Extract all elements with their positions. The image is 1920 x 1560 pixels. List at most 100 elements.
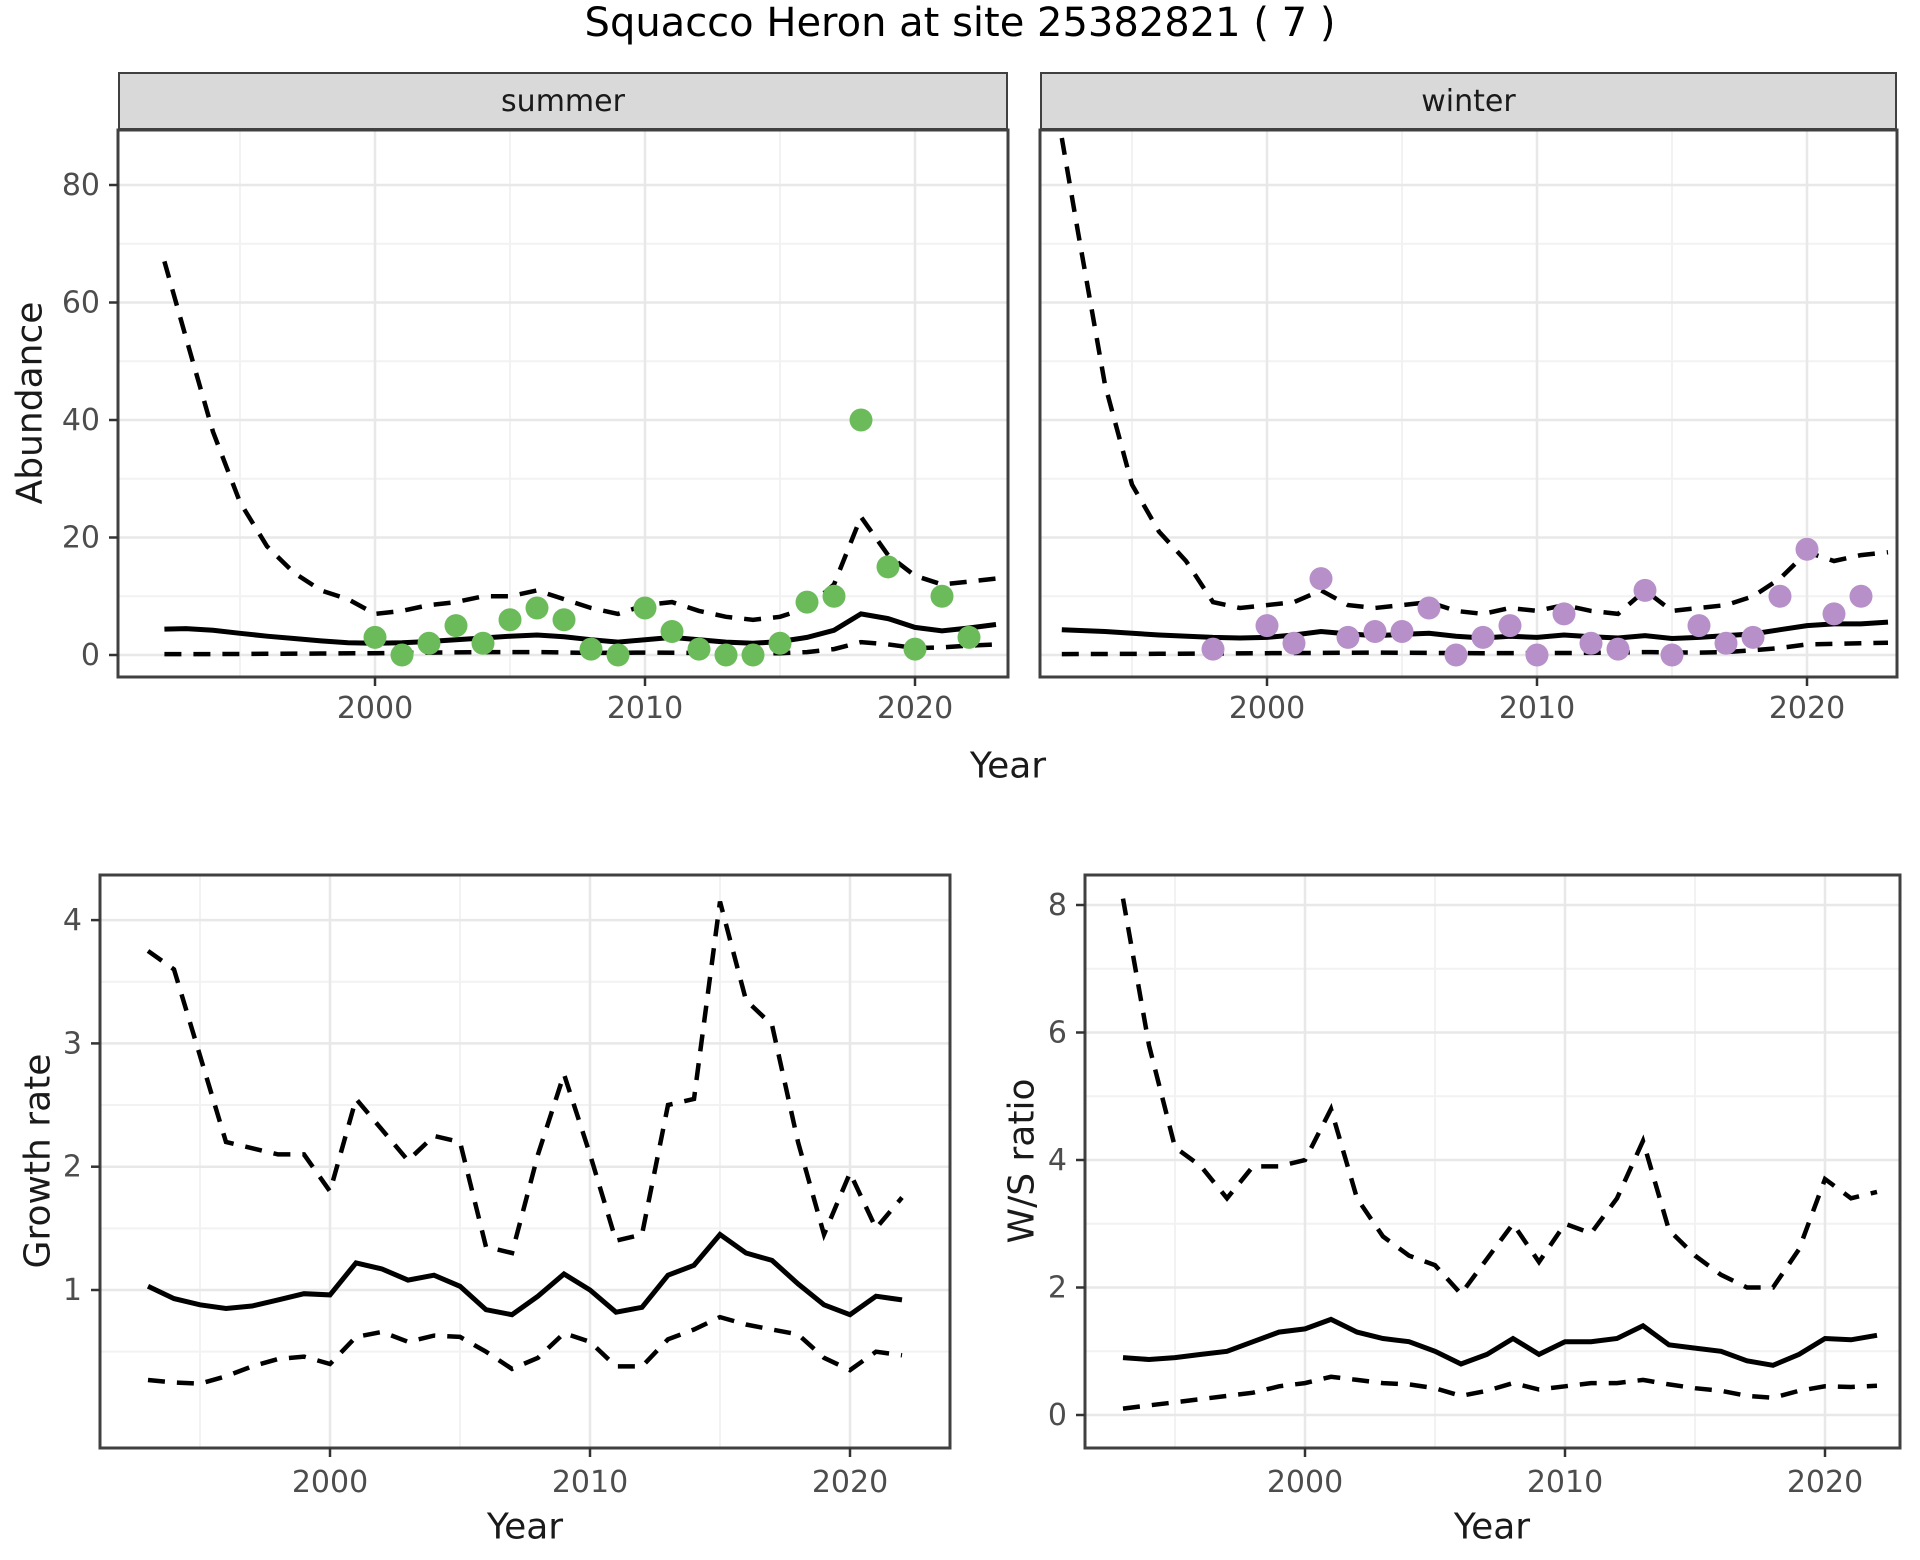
data-point (1390, 620, 1414, 643)
panel-growth-rate: 2000 2010 2020 1 2 3 4 (63, 873, 952, 1500)
y-tick-label: 3 (63, 1026, 82, 1061)
data-point (1417, 596, 1441, 620)
mean-line (1122, 1316, 1878, 1368)
y-tick-label: 0 (1048, 1398, 1067, 1433)
facet-strip-summer: summer (118, 72, 1008, 130)
data-point (1687, 614, 1711, 638)
panel-abundance-summer: 2000 2010 2020 0 20 40 60 80 (62, 128, 1010, 726)
data-point (444, 614, 468, 638)
upper-ci-line (1120, 898, 1878, 1298)
x-tick-label: 2000 (1267, 1465, 1343, 1500)
data-layer (1059, 137, 1889, 667)
panel-border (1083, 873, 1902, 1450)
page-title: Squacco Heron at site 25382821 ( 7 ) (584, 0, 1336, 46)
data-point (1498, 614, 1522, 638)
data-point (1525, 643, 1549, 667)
data-point (1849, 584, 1873, 608)
mean-line (146, 1231, 903, 1318)
y-tick-label: 4 (63, 903, 82, 938)
panel-bg (1040, 130, 1897, 677)
data-point (1822, 602, 1846, 626)
data-point (1579, 631, 1603, 655)
data-point (741, 643, 765, 667)
data-point (957, 625, 981, 649)
growth-rate-axis-title: Growth rate (17, 1053, 59, 1269)
x-tick-label: 2020 (812, 1465, 888, 1500)
data-point (1201, 637, 1225, 661)
data-point (876, 555, 900, 579)
data-point (633, 596, 657, 620)
upper-ci-line (162, 260, 997, 623)
facet-strip-winter-label: winter (1421, 83, 1516, 119)
x-tick-label: 2020 (877, 691, 953, 726)
data-point (1741, 625, 1765, 649)
upper-ci-line (146, 901, 904, 1256)
data-point (1714, 631, 1738, 655)
x-tick-label: 2010 (1499, 691, 1575, 726)
data-point (1255, 614, 1279, 638)
ws-year-axis-title: Year (1453, 1506, 1531, 1548)
y-tick-label: 1 (63, 1273, 82, 1308)
y-tick-label: 40 (62, 403, 100, 438)
x-tick-label: 2000 (292, 1465, 368, 1500)
data-point (1309, 567, 1333, 591)
panel-abundance-winter: 2000 2010 2020 (1038, 128, 1899, 726)
y-tick-label: 20 (62, 521, 100, 556)
data-point (1795, 537, 1819, 561)
data-point (687, 637, 711, 661)
panel-border (98, 873, 952, 1450)
data-point (1552, 602, 1576, 626)
abundance-axis-title: Abundance (9, 301, 51, 505)
panel-ws-ratio: 2000 2010 2020 0 2 4 6 8 (1048, 873, 1902, 1500)
data-point (660, 620, 684, 643)
y-tick-label: 60 (62, 286, 100, 321)
lower-ci-line (147, 1314, 903, 1386)
panel-border (1038, 128, 1899, 679)
y-tick-label: 2 (63, 1150, 82, 1185)
data-point (498, 608, 522, 632)
ws-ratio-axis-title: W/S ratio (1001, 1078, 1043, 1244)
x-tick-label: 2020 (1787, 1465, 1863, 1500)
data-point (390, 643, 414, 667)
data-point (417, 631, 441, 655)
data-point (552, 608, 576, 632)
lower-ci-line (1061, 640, 1889, 657)
x-tick-label: 2000 (1229, 691, 1305, 726)
x-tick-label: 2020 (1769, 691, 1845, 726)
y-tick-label: 2 (1048, 1271, 1067, 1306)
facet-strip-summer-label: summer (501, 83, 625, 119)
data-point (768, 631, 792, 655)
upper-ci-line (1059, 137, 1889, 617)
x-tick-label: 2000 (337, 691, 413, 726)
data-point (1660, 643, 1684, 667)
data-point (1633, 578, 1657, 602)
y-tick-label: 6 (1048, 1016, 1067, 1051)
data-layer (1120, 898, 1878, 1411)
data-point (1768, 584, 1792, 608)
data-point (471, 631, 495, 655)
y-tick-label: 4 (1048, 1143, 1067, 1178)
data-point (525, 596, 549, 620)
data-layer (146, 901, 904, 1386)
data-point (903, 637, 927, 661)
data-point (714, 643, 738, 667)
data-point (606, 643, 630, 667)
x-tick-label: 2010 (607, 691, 683, 726)
data-point (849, 408, 873, 432)
data-point (1606, 637, 1630, 661)
data-point (1471, 625, 1495, 649)
mean-line (164, 611, 997, 646)
x-tick-label: 2010 (552, 1465, 628, 1500)
data-layer (162, 260, 997, 667)
y-tick-label: 0 (81, 638, 100, 673)
data-point (930, 584, 954, 608)
panel-bg (118, 130, 1008, 677)
data-point (579, 637, 603, 661)
y-tick-label: 80 (62, 168, 100, 203)
y-tick-label: 8 (1048, 888, 1067, 923)
growth-year-axis-title: Year (486, 1506, 564, 1548)
panel-border (116, 128, 1010, 679)
lower-ci-line (1122, 1374, 1878, 1411)
